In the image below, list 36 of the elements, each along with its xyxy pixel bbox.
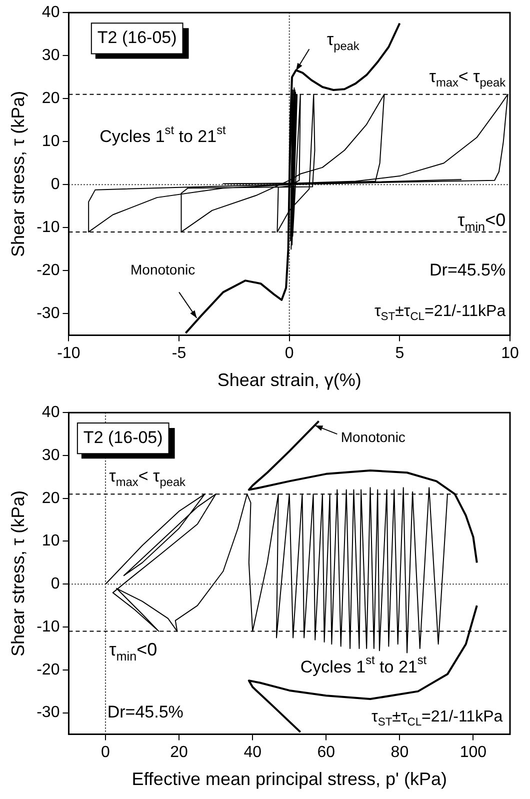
y-tick-label: -30 [36,305,60,322]
x-axis-title: Shear strain, γ(%) [217,370,362,390]
y-tick-label: 40 [42,4,60,22]
x-tick-label: 10 [501,345,519,362]
y-tick-label: 40 [42,404,60,422]
y-tick-label: -20 [36,661,60,678]
y-tick-label: 30 [42,446,60,464]
y-tick-label: 20 [42,490,60,507]
y-axis-title: Shear stress, τ (kPa) [8,90,28,257]
x-tick-label: -5 [172,345,186,362]
y-tick-label: 20 [42,90,60,108]
x-tick-label: 20 [170,744,188,762]
y-tick-label: -10 [36,219,60,236]
annotation: Monotonic [340,429,406,446]
y-tick-label: 10 [42,532,60,550]
y-tick-label: 10 [42,133,60,150]
y-tick-label: -30 [36,704,60,722]
x-tick-label: 80 [390,744,409,762]
y-axis-title: Shear stress, τ (kPa) [8,490,28,656]
y-tick-label: 0 [50,176,60,194]
x-tick-label: 5 [395,345,404,362]
x-tick-label: 60 [317,744,336,762]
annotation: Dr=45.5% [107,702,184,722]
x-tick-label: 0 [284,345,294,362]
annotation: T2 (16-05) [97,28,177,48]
y-tick-label: -10 [36,618,60,636]
y-tick-label: 30 [42,47,60,64]
y-tick-label: -20 [36,262,60,280]
x-tick-label: 100 [460,744,487,762]
x-tick-label: 0 [101,744,110,762]
x-tick-label: 40 [244,744,262,762]
annotation: Monotonic [130,262,196,278]
x-axis-title: Effective mean principal stress, p' (kPa) [132,769,447,790]
annotation: Dr=45.5% [430,260,506,280]
y-tick-label: 0 [50,576,60,593]
annotation: T2 (16-05) [83,428,163,448]
